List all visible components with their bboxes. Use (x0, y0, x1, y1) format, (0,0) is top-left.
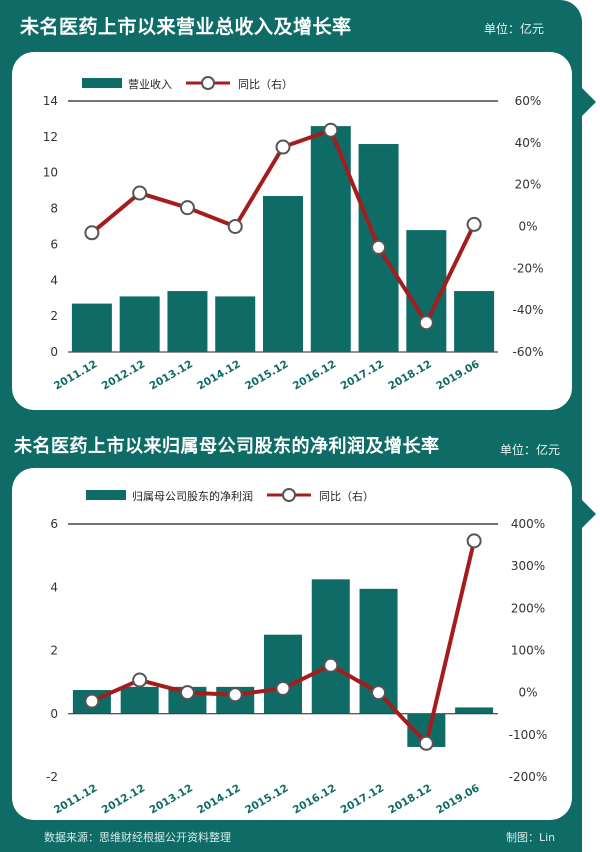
top-left-tick-label: 8 (50, 202, 58, 216)
bottom-chart-title: 未名医药上市以来归属母公司股东的净利润及增长率 (14, 436, 440, 457)
bottom-right-tick-label: 100% (511, 644, 545, 658)
top-growth-point (418, 315, 434, 331)
bottom-growth-point (132, 672, 148, 688)
bottom-left-tick-label: 6 (50, 517, 58, 531)
bottom-bar (120, 686, 159, 714)
bottom-growth-point (179, 685, 195, 701)
top-category-label: 2019.06 (434, 358, 481, 392)
top-left-tick-label: 2 (50, 309, 58, 323)
bottom-panel-arrow (582, 500, 596, 528)
top-unit-label: 单位：亿元 (484, 22, 545, 36)
bottom-right-tick-label: 200% (511, 601, 545, 615)
top-growth-point (132, 185, 148, 201)
bottom-right-tick-label: 400% (511, 517, 545, 531)
bottom-category-label: 2018.12 (386, 782, 433, 816)
bottom-growth-point (323, 657, 339, 673)
bottom-left-tick-label: -2 (46, 770, 58, 784)
top-growth-point (84, 225, 100, 241)
bottom-category-label: 2015.12 (243, 782, 290, 816)
bottom-bar (455, 707, 494, 714)
top-left-tick-label: 4 (50, 273, 58, 287)
bottom-right-tick-label: 300% (511, 559, 545, 573)
top-right-tick-label: 60% (515, 94, 542, 108)
top-bar (119, 296, 160, 352)
top-growth-point (227, 219, 243, 234)
bottom-category-label: 2014.12 (195, 782, 242, 816)
bottom-right-tick-label: -200% (509, 770, 548, 784)
top-left-tick-label: 0 (50, 345, 58, 359)
top-panel-arrow (582, 88, 596, 116)
top-right-tick-label: 40% (515, 136, 542, 150)
top-growth-point (466, 216, 482, 232)
bottom-category-label: 2019.06 (434, 782, 481, 816)
bottom-legend-bar-swatch (86, 490, 126, 500)
top-right-tick-label: 20% (515, 178, 542, 192)
bottom-legend-line-marker (282, 488, 296, 502)
top-left-tick-label: 14 (43, 94, 58, 108)
top-category-label: 2015.12 (243, 358, 290, 392)
bottom-category-label: 2011.12 (52, 782, 99, 816)
bottom-category-label: 2017.12 (339, 782, 386, 816)
bottom-unit-label: 单位：亿元 (500, 443, 561, 457)
top-left-tick-label: 10 (43, 166, 58, 180)
bottom-right-tick-label: -100% (509, 728, 548, 742)
top-category-label: 2011.12 (52, 358, 99, 392)
top-growth-point (275, 139, 291, 155)
top-legend-bar-label: 营业收入 (128, 77, 172, 91)
top-category-label: 2014.12 (195, 358, 242, 392)
bottom-growth-point (371, 685, 387, 701)
top-legend-line-marker (201, 76, 215, 90)
top-category-label: 2016.12 (291, 358, 338, 392)
top-growth-point (323, 122, 339, 138)
bottom-category-label: 2016.12 (291, 782, 338, 816)
bottom-left-tick-label: 0 (50, 707, 58, 721)
top-category-label: 2017.12 (339, 358, 386, 392)
top-bar (263, 196, 303, 352)
top-category-label: 2013.12 (148, 358, 195, 392)
top-growth-point (371, 239, 387, 255)
top-legend-bar-swatch (82, 78, 122, 88)
top-bar (71, 303, 112, 352)
bottom-bar (311, 579, 350, 714)
top-category-label: 2012.12 (100, 358, 147, 392)
top-category-label: 2018.12 (386, 358, 433, 392)
bottom-growth-point (466, 533, 482, 549)
bottom-growth-point (418, 735, 434, 751)
top-chart-title: 未名医药上市以来营业总收入及增长率 (20, 16, 352, 38)
bottom-category-label: 2012.12 (100, 782, 147, 816)
top-left-tick-label: 6 (50, 237, 58, 251)
top-bar (454, 291, 495, 352)
bottom-legend-bar-label: 归属母公司股东的净利润 (132, 489, 253, 503)
credit-footer: 制图：Lin (506, 831, 556, 844)
top-right-tick-label: -40% (512, 303, 543, 317)
bottom-legend-line-label: 同比（右） (319, 489, 374, 503)
top-right-tick-label: -60% (512, 345, 543, 359)
top-left-tick-label: 12 (43, 130, 58, 144)
bottom-category-label: 2013.12 (148, 782, 195, 816)
bottom-growth-point (227, 687, 243, 703)
top-legend-line-label: 同比（右） (238, 77, 293, 91)
bottom-bar (264, 634, 302, 714)
bottom-growth-point (84, 693, 100, 709)
top-bar (215, 296, 256, 352)
top-growth-point (179, 200, 195, 216)
top-bar (167, 291, 208, 352)
bottom-growth-point (275, 680, 291, 696)
bottom-left-tick-label: 4 (50, 580, 58, 594)
bottom-left-tick-label: 2 (50, 644, 58, 658)
bottom-right-tick-label: 0% (518, 686, 537, 700)
top-right-tick-label: -20% (512, 261, 543, 275)
data-source-footer: 数据来源：思维财经根据公开资料整理 (44, 831, 231, 844)
top-right-tick-label: 0% (518, 220, 537, 234)
